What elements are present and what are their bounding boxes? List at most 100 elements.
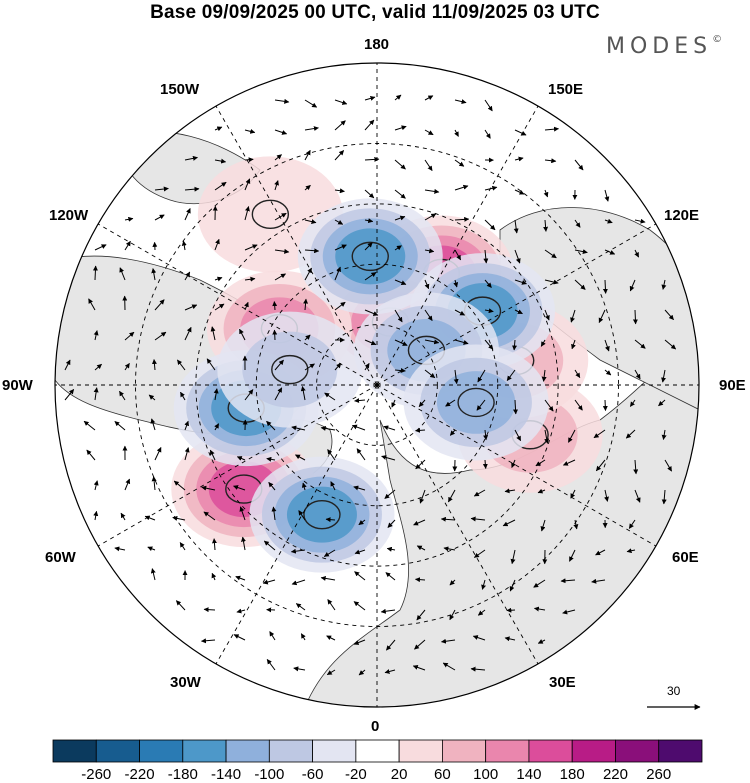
negative-anomaly: [436, 371, 516, 434]
wind-arrow: [454, 129, 459, 137]
polar-map: [54, 62, 701, 710]
wind-arrow: [272, 329, 278, 341]
wind-arrow: [334, 301, 346, 311]
wind-arrow: [353, 639, 366, 645]
wind-arrow: [484, 308, 494, 314]
wind-arrow: [504, 488, 516, 494]
wind-arrow: [394, 125, 407, 131]
wind-arrow: [244, 301, 249, 311]
lon-label-90w: 90W: [2, 377, 33, 394]
wind-arrow: [544, 309, 550, 321]
lon-label-150w: 150W: [160, 81, 200, 98]
wind-arrow: [514, 249, 521, 264]
wind-arrow: [544, 429, 550, 444]
wind-arrow: [180, 391, 186, 401]
wind-arrow: [574, 159, 584, 171]
wind-arrow: [233, 485, 246, 491]
wind-arrow: [244, 244, 258, 251]
wind-arrow: [472, 635, 486, 641]
wind-arrow: [301, 482, 307, 491]
wind-arrow: [383, 425, 396, 431]
wind-arrow: [209, 449, 216, 461]
wind-arrow: [381, 455, 396, 461]
wind-arrow: [593, 429, 606, 439]
wind-arrow: [150, 418, 156, 431]
wind-arrow: [266, 659, 276, 671]
wind-arrow: [626, 548, 636, 554]
wind-arrow: [418, 399, 426, 407]
wind-arrow: [661, 429, 667, 440]
wind-arrow: [560, 578, 576, 584]
wind-arrow: [93, 480, 99, 491]
wind-arrow: [272, 301, 278, 311]
wind-arrow: [416, 545, 426, 551]
wind-arrow: [570, 489, 576, 499]
wind-arrow: [454, 159, 465, 167]
wind-arrow: [632, 309, 638, 325]
lat-lon-grid: [55, 63, 699, 707]
wind-arrow: [454, 309, 466, 316]
wind-arrow: [94, 363, 102, 371]
wind-arrow: [628, 519, 636, 529]
wind-arrow: [482, 459, 488, 469]
wind-arrow: [262, 579, 276, 585]
wind-arrow: [244, 206, 250, 221]
wind-arrow: [447, 489, 456, 503]
wind-arrow: [511, 459, 516, 469]
wind-arrow: [394, 159, 406, 170]
wind-arrow: [562, 609, 576, 615]
wind-arrow: [239, 328, 246, 341]
wind-arrow: [154, 299, 165, 311]
wind-arrow: [473, 549, 486, 558]
wind-arrow: [325, 517, 336, 523]
wind-arrow: [184, 326, 192, 341]
wind-arrow: [274, 129, 288, 135]
wind-arrow: [604, 218, 613, 224]
wind-arrow: [384, 489, 396, 499]
wind-arrow: [533, 579, 546, 588]
wind-arrow: [664, 339, 677, 350]
wind-arrow: [595, 549, 606, 556]
wind-arrow: [483, 249, 489, 264]
wind-arrow: [661, 279, 667, 290]
wind-arrow: [591, 578, 606, 584]
wind-arrow: [177, 359, 186, 371]
wind-arrow: [473, 489, 486, 497]
wind-arrow: [124, 362, 130, 371]
wind-arrow: [266, 456, 276, 462]
negative-anomaly: [242, 331, 338, 408]
wind-arrow: [445, 399, 456, 407]
wind-arrow: [514, 309, 523, 315]
colorbar-swatch: [225, 739, 270, 763]
wind-arrow: [300, 386, 306, 401]
wind-arrow: [364, 339, 377, 346]
wind-arrow: [544, 399, 554, 412]
wind-arrow: [598, 309, 606, 323]
wind-arrow: [304, 126, 319, 132]
wind-arrow: [354, 549, 366, 555]
negative-anomaly: [286, 486, 357, 543]
wind-arrow: [571, 339, 576, 350]
meridian-line: [376, 384, 657, 547]
wind-arrow: [326, 669, 336, 676]
wind-arrow: [424, 213, 437, 221]
wind-arrow: [512, 339, 518, 351]
wind-arrow: [83, 420, 96, 431]
wind-arrow: [543, 219, 549, 232]
wind-arrow: [239, 506, 246, 521]
wind-arrow: [334, 219, 344, 225]
wind-arrow: [415, 459, 426, 470]
wind-arrow: [358, 519, 366, 526]
wind-arrow: [124, 216, 134, 222]
wind-arrow: [151, 476, 157, 491]
wind-arrow: [416, 609, 426, 621]
wind-arrow: [364, 156, 380, 162]
wind-arrow: [634, 489, 641, 503]
wind-arrow: [274, 212, 287, 221]
wind-arrow: [386, 639, 396, 651]
wind-arrow: [573, 519, 579, 530]
wind-arrow: [380, 608, 396, 614]
wind-arrow: [568, 429, 576, 443]
colorbar-swatch: [615, 739, 660, 763]
wind-arrow: [535, 459, 546, 467]
